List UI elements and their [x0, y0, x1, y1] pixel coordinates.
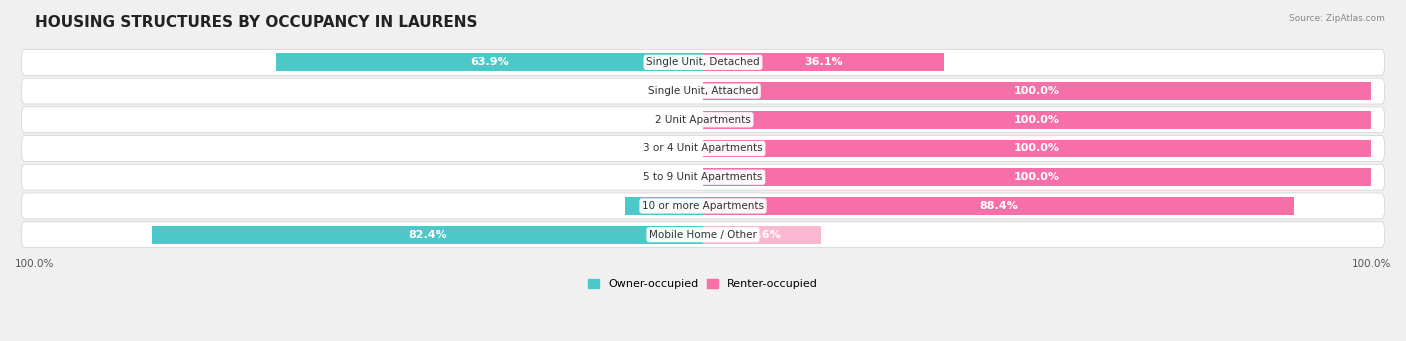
Text: 0.0%: 0.0% — [665, 86, 696, 96]
Text: 11.6%: 11.6% — [645, 201, 683, 211]
Text: 0.0%: 0.0% — [665, 115, 696, 125]
Bar — [703, 54, 945, 71]
Legend: Owner-occupied, Renter-occupied: Owner-occupied, Renter-occupied — [583, 275, 823, 294]
Text: 17.6%: 17.6% — [742, 229, 782, 240]
FancyBboxPatch shape — [21, 222, 1385, 248]
Bar — [276, 54, 703, 71]
Bar — [703, 82, 1371, 100]
FancyBboxPatch shape — [21, 136, 1385, 161]
Text: 100.0%: 100.0% — [1014, 172, 1060, 182]
Text: 36.1%: 36.1% — [804, 57, 844, 67]
Text: Single Unit, Attached: Single Unit, Attached — [648, 86, 758, 96]
Bar — [152, 226, 703, 243]
Text: 63.9%: 63.9% — [470, 57, 509, 67]
FancyBboxPatch shape — [21, 49, 1385, 75]
Bar — [626, 197, 703, 215]
Bar — [703, 168, 1371, 186]
Text: 82.4%: 82.4% — [408, 229, 447, 240]
FancyBboxPatch shape — [21, 78, 1385, 104]
Bar — [703, 111, 1371, 129]
Text: 3 or 4 Unit Apartments: 3 or 4 Unit Apartments — [643, 144, 763, 153]
Bar — [703, 139, 1371, 158]
FancyBboxPatch shape — [21, 164, 1385, 190]
FancyBboxPatch shape — [21, 107, 1385, 133]
Text: HOUSING STRUCTURES BY OCCUPANCY IN LAURENS: HOUSING STRUCTURES BY OCCUPANCY IN LAURE… — [35, 15, 477, 30]
Text: 5 to 9 Unit Apartments: 5 to 9 Unit Apartments — [644, 172, 762, 182]
Text: 2 Unit Apartments: 2 Unit Apartments — [655, 115, 751, 125]
Text: Mobile Home / Other: Mobile Home / Other — [650, 229, 756, 240]
Bar — [703, 226, 821, 243]
Text: 0.0%: 0.0% — [665, 172, 696, 182]
FancyBboxPatch shape — [21, 193, 1385, 219]
Text: 10 or more Apartments: 10 or more Apartments — [643, 201, 763, 211]
Text: Source: ZipAtlas.com: Source: ZipAtlas.com — [1289, 14, 1385, 23]
Text: Single Unit, Detached: Single Unit, Detached — [647, 57, 759, 67]
Text: 100.0%: 100.0% — [1014, 86, 1060, 96]
Text: 0.0%: 0.0% — [665, 144, 696, 153]
Text: 100.0%: 100.0% — [1014, 115, 1060, 125]
Text: 100.0%: 100.0% — [1014, 144, 1060, 153]
Text: 88.4%: 88.4% — [979, 201, 1018, 211]
Bar — [703, 197, 1294, 215]
